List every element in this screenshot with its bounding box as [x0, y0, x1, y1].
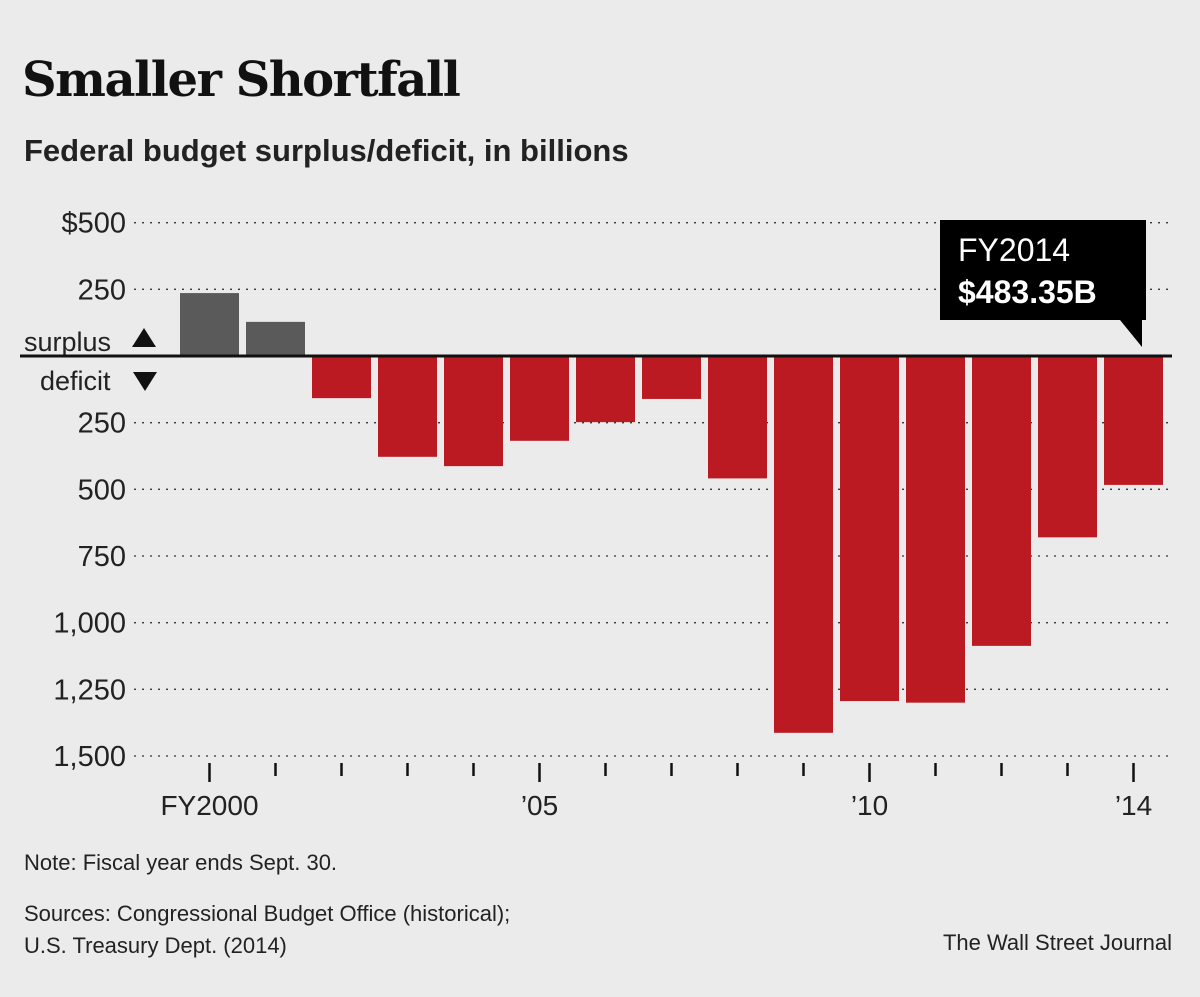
bar-2010	[840, 356, 899, 702]
chart-title: Smaller Shortfall	[22, 52, 461, 108]
bar-2005	[510, 356, 569, 441]
callout-box	[940, 220, 1146, 347]
bar-2000	[180, 293, 239, 356]
bar-2004	[444, 356, 503, 467]
bar-2011	[906, 356, 965, 703]
footnote: Note: Fiscal year ends Sept. 30.	[24, 850, 338, 875]
x-tick-label: FY2000	[160, 790, 258, 821]
y-axis-labels: $500 250 250 500 750 1,000 1,250 1,500 surplus de…	[24, 208, 157, 773]
surplus-arrow-icon	[132, 328, 156, 347]
callout-value: $483.35B	[958, 274, 1097, 310]
deficit-label: deficit	[40, 366, 111, 396]
bar-2007	[642, 356, 701, 399]
sources-line-2: U.S. Treasury Dept. (2014)	[24, 933, 287, 958]
bar-2006	[576, 356, 635, 423]
x-tick-label: ’14	[1115, 790, 1152, 821]
surplus-label: surplus	[24, 327, 111, 357]
sources: Sources: Congressional Budget Office (hi…	[24, 898, 510, 962]
bar-2013	[1038, 356, 1097, 538]
bar-2009	[774, 356, 833, 733]
bar-2003	[378, 356, 437, 457]
y-tick-label: 500	[78, 474, 126, 506]
y-tick-label: 1,250	[53, 674, 126, 706]
chart-subtitle: Federal budget surplus/deficit, in billi…	[24, 133, 629, 168]
y-tick-label: $500	[61, 208, 126, 240]
bar-2001	[246, 321, 305, 356]
x-tick-label: ’05	[521, 790, 558, 821]
bar-2012	[972, 356, 1031, 646]
bar-2008	[708, 356, 767, 479]
x-axis: FY2000 ’05 ’10 ’14	[160, 763, 1152, 821]
y-tick-label: 250	[78, 408, 126, 440]
bar-2014	[1104, 356, 1163, 485]
callout: FY2014 $483.35B	[940, 220, 1146, 347]
y-tick-label: 750	[78, 541, 126, 573]
y-tick-label: 1,500	[53, 741, 126, 773]
sources-line-1: Sources: Congressional Budget Office (hi…	[24, 901, 511, 926]
y-tick-label: 250	[78, 274, 126, 306]
callout-year: FY2014	[958, 232, 1070, 268]
bar-2002	[312, 356, 371, 399]
credit: The Wall Street Journal	[942, 930, 1172, 955]
deficit-arrow-icon	[133, 372, 157, 391]
x-tick-label: ’10	[851, 790, 888, 821]
chart: $500 250 250 500 750 1,000 1,250 1,500 surplus de…	[20, 208, 1172, 821]
y-tick-label: 1,000	[53, 608, 126, 640]
bars	[180, 293, 1163, 733]
